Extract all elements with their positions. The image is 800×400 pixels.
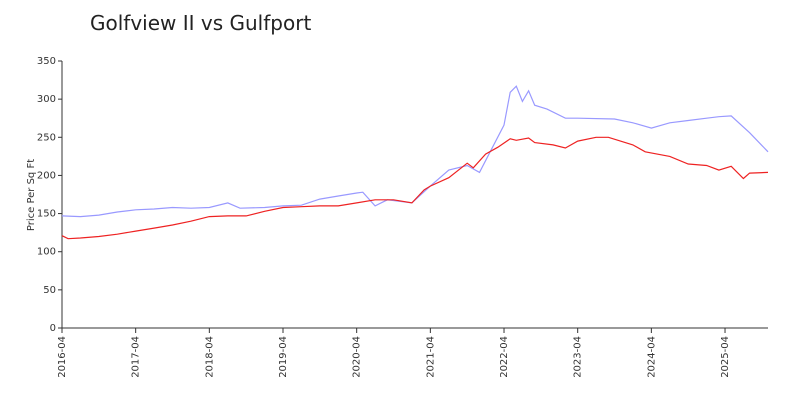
series-line xyxy=(61,85,769,218)
x-tick-label: 2022-04 xyxy=(499,336,510,378)
x-tick-label: 2019-04 xyxy=(278,336,289,378)
y-tick-label: 100 xyxy=(37,247,56,258)
y-tick-label: 150 xyxy=(37,209,56,220)
x-tick-label: 2025-04 xyxy=(720,336,731,378)
y-tick-label: 0 xyxy=(50,323,56,334)
x-tick-label: 2020-04 xyxy=(352,336,363,378)
y-tick-label: 250 xyxy=(37,132,56,143)
x-tick-label: 2017-04 xyxy=(131,336,142,378)
y-tick-label: 200 xyxy=(37,170,56,181)
y-tick-label: 300 xyxy=(37,94,56,105)
x-tick-label: 2018-04 xyxy=(204,336,215,378)
x-tick-label: 2023-04 xyxy=(573,336,584,378)
y-tick-label: 50 xyxy=(43,285,56,296)
series-line xyxy=(61,136,769,240)
chart-title: Golfview II vs Gulfport xyxy=(90,11,311,35)
y-tick-label: 350 xyxy=(37,56,56,67)
x-tick-label: 2016-04 xyxy=(57,336,68,378)
x-tick-label: 2021-04 xyxy=(425,336,436,378)
y-axis-label: Price Per Sq Ft xyxy=(26,159,37,231)
x-tick-label: 2024-04 xyxy=(646,336,657,378)
